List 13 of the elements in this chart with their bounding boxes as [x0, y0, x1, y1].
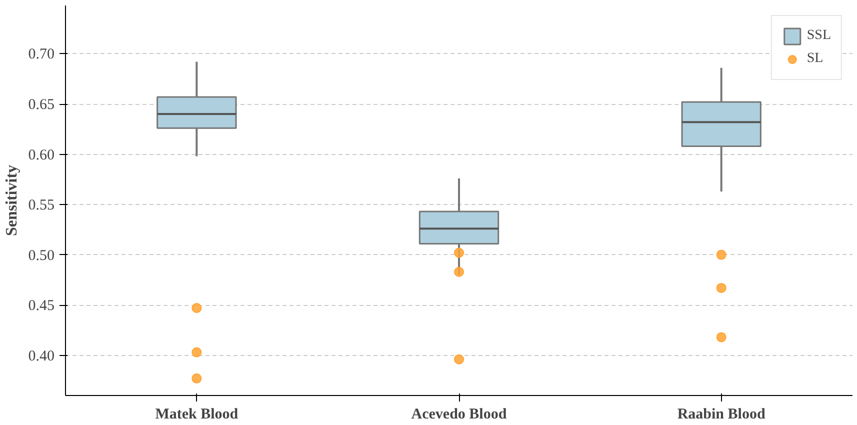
x-tick-label: Raabin Blood: [677, 406, 766, 422]
legend-label: SSL: [806, 28, 831, 44]
y-axis-title: Sensitivity: [3, 164, 20, 236]
y-tick-label: 0.50: [28, 248, 54, 264]
y-tick-label: 0.40: [28, 348, 54, 364]
y-tick-label: 0.45: [28, 298, 54, 314]
y-tick-label: 0.70: [28, 46, 54, 63]
y-tick-label: 0.60: [28, 147, 54, 164]
legend-label: SL: [806, 51, 824, 67]
x-tick-label: Matek Blood: [155, 406, 239, 422]
y-tick-label: 0.55: [28, 198, 54, 214]
y-tick-label: 0.65: [28, 97, 54, 114]
x-tick-label: Acevedo Blood: [411, 406, 508, 422]
